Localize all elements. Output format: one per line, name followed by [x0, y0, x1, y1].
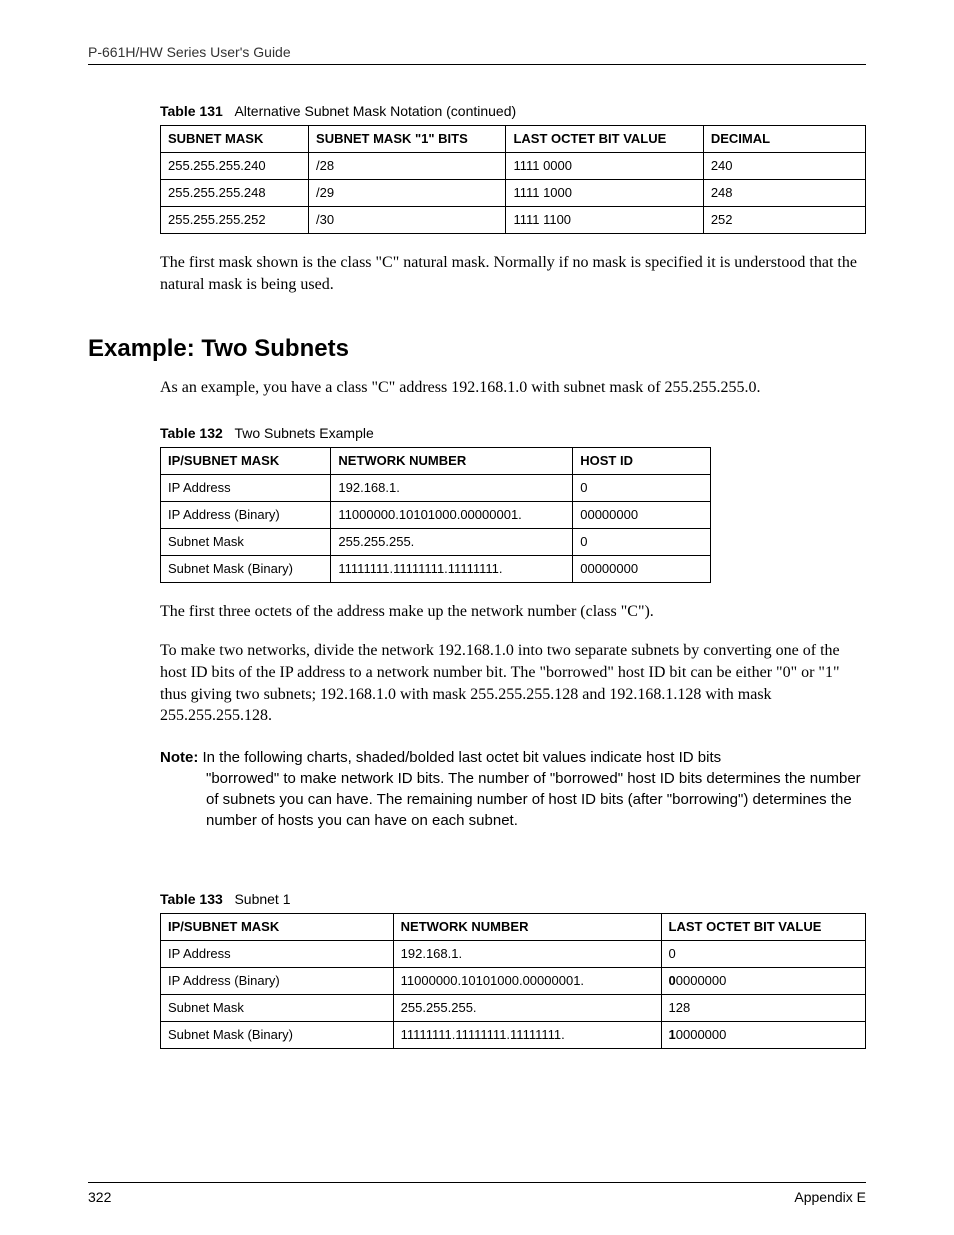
cell: 11111111.11111111.11111111. — [331, 555, 573, 582]
note-label: Note: — [160, 749, 198, 766]
cell: IP Address — [161, 940, 394, 967]
cell: Subnet Mask — [161, 528, 331, 555]
cell: 10000000 — [661, 1021, 865, 1048]
cell: 11000000.10101000.00000001. — [331, 501, 573, 528]
footer-section: Appendix E — [794, 1189, 866, 1205]
cell: 1111 0000 — [506, 153, 703, 180]
cell: 248 — [703, 180, 865, 207]
table131-text: Alternative Subnet Mask Notation (contin… — [234, 103, 516, 119]
note-body: "borrowed" to make network ID bits. The … — [206, 768, 866, 831]
cell: IP Address (Binary) — [161, 501, 331, 528]
note-paragraph: Note: In the following charts, shaded/bo… — [160, 747, 866, 831]
cell-rest: 0000000 — [676, 1027, 727, 1042]
cell: /29 — [309, 180, 506, 207]
table131-th: SUBNET MASK "1" BITS — [309, 126, 506, 153]
cell: 0 — [573, 528, 710, 555]
table132-caption: Table 132 Two Subnets Example — [160, 425, 866, 441]
cell: IP Address (Binary) — [161, 967, 394, 994]
cell: 128 — [661, 994, 865, 1021]
cell: 00000000 — [573, 555, 710, 582]
table133-th: NETWORK NUMBER — [393, 913, 661, 940]
cell: Subnet Mask (Binary) — [161, 1021, 394, 1048]
table-row: 255.255.255.240 /28 1111 0000 240 — [161, 153, 866, 180]
cell: 255.255.255. — [331, 528, 573, 555]
cell: Subnet Mask — [161, 994, 394, 1021]
table132-label: Table 132 — [160, 425, 223, 441]
table131-header-row: SUBNET MASK SUBNET MASK "1" BITS LAST OC… — [161, 126, 866, 153]
table131-th: LAST OCTET BIT VALUE — [506, 126, 703, 153]
table-row: Subnet Mask 255.255.255. 128 — [161, 994, 866, 1021]
table131-th: DECIMAL — [703, 126, 865, 153]
section-heading: Example: Two Subnets — [88, 335, 866, 363]
cell: Subnet Mask (Binary) — [161, 555, 331, 582]
cell: 240 — [703, 153, 865, 180]
cell-rest: 0000000 — [676, 973, 727, 988]
table133-th: IP/SUBNET MASK — [161, 913, 394, 940]
content-area: Table 131 Alternative Subnet Mask Notati… — [160, 103, 866, 1049]
cell: 1111 1000 — [506, 180, 703, 207]
footer-page-number: 322 — [88, 1189, 111, 1205]
table133-text: Subnet 1 — [234, 891, 290, 907]
table131-th: SUBNET MASK — [161, 126, 309, 153]
table132: IP/SUBNET MASK NETWORK NUMBER HOST ID IP… — [160, 447, 711, 583]
bold-bit: 1 — [669, 1027, 676, 1042]
page: P-661H/HW Series User's Guide Table 131 … — [0, 0, 954, 1235]
table-row: IP Address (Binary) 11000000.10101000.00… — [161, 967, 866, 994]
header-title: P-661H/HW Series User's Guide — [88, 44, 291, 60]
table133-th: LAST OCTET BIT VALUE — [661, 913, 865, 940]
paragraph: The first mask shown is the class "C" na… — [160, 252, 866, 295]
cell-rest: 128 — [669, 1000, 691, 1015]
table-row: Subnet Mask (Binary) 11111111.11111111.1… — [161, 555, 711, 582]
table131-caption: Table 131 Alternative Subnet Mask Notati… — [160, 103, 866, 119]
cell: 255.255.255.240 — [161, 153, 309, 180]
cell: 00000000 — [661, 967, 865, 994]
cell: 0 — [661, 940, 865, 967]
cell: 255.255.255. — [393, 994, 661, 1021]
cell: 252 — [703, 207, 865, 234]
table132-header-row: IP/SUBNET MASK NETWORK NUMBER HOST ID — [161, 447, 711, 474]
cell: 1111 1100 — [506, 207, 703, 234]
table131: SUBNET MASK SUBNET MASK "1" BITS LAST OC… — [160, 125, 866, 234]
paragraph: To make two networks, divide the network… — [160, 640, 866, 726]
table133-header-row: IP/SUBNET MASK NETWORK NUMBER LAST OCTET… — [161, 913, 866, 940]
table133-label: Table 133 — [160, 891, 223, 907]
table133-caption: Table 133 Subnet 1 — [160, 891, 866, 907]
table-row: IP Address 192.168.1. 0 — [161, 474, 711, 501]
table-row: 255.255.255.248 /29 1111 1000 248 — [161, 180, 866, 207]
table132-th: NETWORK NUMBER — [331, 447, 573, 474]
cell: 255.255.255.252 — [161, 207, 309, 234]
cell: 00000000 — [573, 501, 710, 528]
table-row: IP Address 192.168.1. 0 — [161, 940, 866, 967]
cell: IP Address — [161, 474, 331, 501]
cell: 11000000.10101000.00000001. — [393, 967, 661, 994]
table132-th: HOST ID — [573, 447, 710, 474]
cell: 192.168.1. — [393, 940, 661, 967]
note-first-line: In the following charts, shaded/bolded l… — [203, 749, 722, 766]
table132-th: IP/SUBNET MASK — [161, 447, 331, 474]
cell: 255.255.255.248 — [161, 180, 309, 207]
table-row: Subnet Mask (Binary) 11111111.11111111.1… — [161, 1021, 866, 1048]
page-header: P-661H/HW Series User's Guide — [88, 44, 866, 65]
paragraph: The first three octets of the address ma… — [160, 601, 866, 623]
cell: /28 — [309, 153, 506, 180]
cell: 11111111.11111111.11111111. — [393, 1021, 661, 1048]
cell: /30 — [309, 207, 506, 234]
cell-rest: 0 — [669, 946, 676, 961]
table-row: IP Address (Binary) 11000000.10101000.00… — [161, 501, 711, 528]
cell: 192.168.1. — [331, 474, 573, 501]
paragraph: As an example, you have a class "C" addr… — [160, 377, 866, 399]
table-row: Subnet Mask 255.255.255. 0 — [161, 528, 711, 555]
table-row: 255.255.255.252 /30 1111 1100 252 — [161, 207, 866, 234]
cell: 0 — [573, 474, 710, 501]
table133: IP/SUBNET MASK NETWORK NUMBER LAST OCTET… — [160, 913, 866, 1049]
bold-bit: 0 — [669, 973, 676, 988]
table132-text: Two Subnets Example — [234, 425, 373, 441]
page-footer: 322 Appendix E — [88, 1182, 866, 1205]
table131-label: Table 131 — [160, 103, 223, 119]
